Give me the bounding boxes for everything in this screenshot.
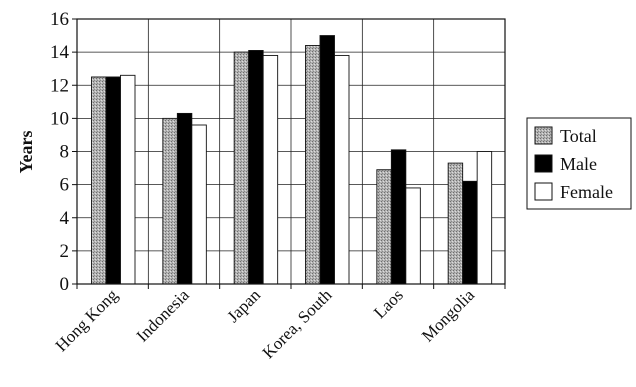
bar-male bbox=[319, 35, 335, 285]
x-tick-label: Laos bbox=[370, 285, 407, 322]
bar-male bbox=[248, 50, 264, 285]
bar-female bbox=[262, 54, 279, 285]
axes bbox=[72, 18, 506, 289]
bar-female bbox=[334, 54, 350, 285]
x-tick-label: Mongolia bbox=[418, 285, 479, 346]
y-tick-label: 6 bbox=[60, 175, 70, 196]
bar-male bbox=[176, 112, 193, 285]
y-tick-label: 10 bbox=[50, 108, 69, 129]
y-tick-label: 14 bbox=[50, 42, 70, 63]
y-axis-label: Years bbox=[16, 131, 36, 174]
y-tick-label: 0 bbox=[60, 274, 70, 295]
gridlines bbox=[77, 18, 505, 285]
bar-total bbox=[162, 117, 178, 285]
x-tick-label: Korea, South bbox=[259, 285, 336, 362]
y-tick-label: 12 bbox=[50, 75, 69, 96]
legend-label-female: Female bbox=[560, 182, 613, 202]
bar-male bbox=[105, 76, 121, 285]
bar-female bbox=[405, 187, 421, 285]
bar-male bbox=[462, 180, 478, 285]
y-tick-labels: 0 2 4 6 8 10 12 14 16 bbox=[50, 9, 70, 295]
y-tick-label: 2 bbox=[60, 241, 70, 262]
x-tick-label: Indonesia bbox=[133, 285, 193, 345]
x-tick-label: Japan bbox=[223, 285, 264, 326]
legend: Total Male Female bbox=[526, 117, 632, 210]
y-tick-label: 8 bbox=[60, 142, 70, 163]
bar-total bbox=[91, 76, 107, 285]
bars bbox=[91, 35, 493, 285]
bar-total bbox=[305, 45, 321, 285]
bar-female bbox=[191, 124, 207, 285]
y-tick-label: 16 bbox=[50, 9, 69, 30]
bar-female bbox=[120, 74, 136, 285]
bar-total bbox=[233, 51, 250, 285]
legend-label-male: Male bbox=[560, 154, 597, 174]
legend-label-total: Total bbox=[560, 126, 597, 146]
legend-swatch-male bbox=[534, 154, 553, 173]
plot-frame bbox=[76, 18, 506, 285]
legend-swatch-total bbox=[534, 126, 553, 145]
bar-total bbox=[376, 169, 392, 285]
legend-swatch-female bbox=[534, 182, 553, 201]
y-tick-label: 4 bbox=[60, 208, 70, 229]
x-tick-label: Hong Kong bbox=[52, 285, 122, 355]
bar-female bbox=[476, 151, 493, 285]
bar-total bbox=[447, 162, 464, 285]
bar-male bbox=[390, 149, 407, 285]
